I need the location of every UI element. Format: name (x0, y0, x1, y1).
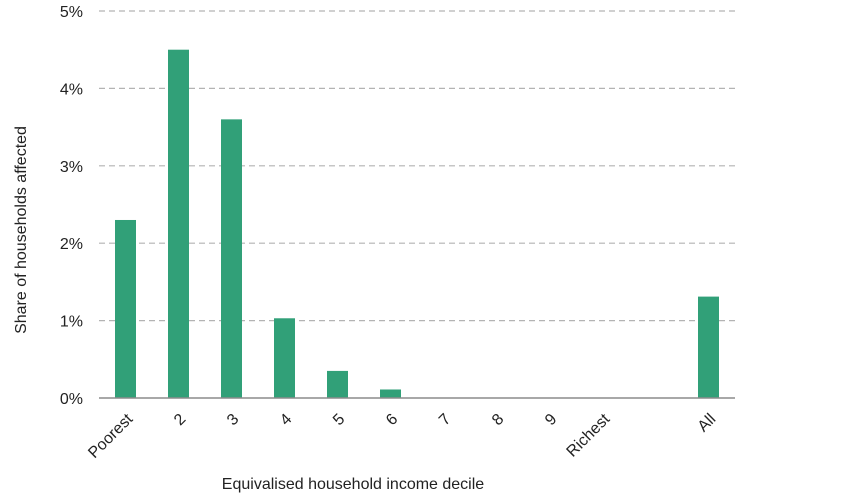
y-tick-label: 0% (60, 391, 83, 408)
x-tick-label: All (695, 411, 720, 436)
y-tick-labels: 0% 1% 2% 3% 4% 5% (60, 4, 83, 408)
bar-4 (274, 318, 295, 398)
y-tick-label: 2% (60, 236, 83, 253)
bar-6 (380, 389, 401, 398)
x-tick-label: 3 (224, 411, 242, 429)
x-tick-label: Richest (564, 410, 614, 460)
y-tick-label: 5% (60, 4, 83, 21)
y-tick-label: 1% (60, 314, 83, 331)
x-tick-label: 9 (542, 411, 560, 429)
x-tick-label: 8 (489, 411, 507, 429)
bar-3 (221, 119, 242, 399)
y-axis-title: Share of households affected (13, 126, 30, 334)
bar-all (698, 296, 719, 398)
x-tick-label: 6 (383, 411, 401, 429)
y-tick-label: 3% (60, 159, 83, 176)
y-tick-label: 4% (60, 81, 83, 98)
bars (115, 49, 719, 399)
x-tick-label: 4 (277, 411, 295, 429)
bar-poorest (115, 219, 136, 398)
x-tick-labels: Poorest 2 3 4 5 6 7 8 9 Richest All (85, 410, 719, 461)
x-tick-label: 2 (171, 411, 189, 429)
bar-2 (168, 49, 189, 398)
x-tick-label: 5 (330, 411, 348, 429)
bar-5 (327, 370, 348, 398)
x-tick-label: Poorest (85, 410, 136, 461)
x-tick-label: 7 (436, 411, 454, 429)
gridlines (99, 10, 735, 322)
x-axis-title: Equivalised household income decile (222, 476, 484, 493)
